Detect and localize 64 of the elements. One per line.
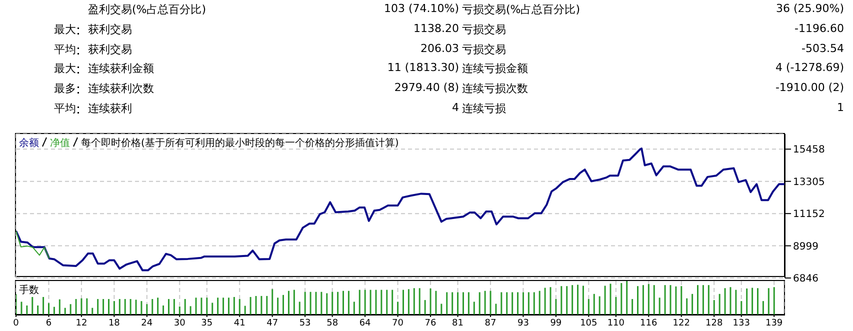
x-tick-label: 81 [452,318,464,328]
x-tick-label: 93 [517,318,529,328]
x-tick-label: 139 [766,318,783,328]
text: 获利交易 [88,22,132,37]
x-tick-label: 53 [299,318,311,328]
category-label: 最多 [54,81,76,96]
x-tick-label: 76 [424,318,436,328]
text: -503.54 [802,42,844,55]
category-label: 最大 [54,22,76,37]
x-tick-label: 18 [108,318,120,328]
y-tick-label: 13305 [793,176,825,188]
text: 103 (74.10%) [384,2,459,15]
x-tick-label: 24 [141,318,153,328]
text: -1196.60 [794,22,844,35]
chart-title: 手数 [19,284,39,297]
x-tick-label: 0 [13,318,20,328]
x-tick-label: 133 [732,318,750,328]
x-tick-label: 47 [266,318,278,328]
x-tick-label: 6 [46,318,52,328]
text: 连续亏损次数 [462,81,528,96]
text: 获利交易 [88,42,132,57]
x-tick-label: 105 [580,318,598,328]
text: 连续获利次数 [88,81,154,96]
text: 206.03 [420,42,459,55]
text: -1910.00 (2) [775,81,844,94]
text: 4 (-1278.69) [775,61,844,74]
text: 净值 [50,138,70,149]
y-tick-label: 8999 [793,241,818,252]
x-tick-label: 35 [201,318,213,328]
x-tick-label: 41 [234,318,246,328]
x-tick-label: 110 [607,318,625,328]
text: 1 [837,101,844,114]
text: 连续获利 [88,101,132,116]
text: 连续获利金额 [88,61,154,76]
chart-subtitle: 每个即时价格(基于所有可利用的最小时段的每一个价格的分形插值计算) [81,138,399,149]
x-tick-label: 30 [174,318,186,328]
x-tick-label: 70 [392,318,404,328]
text: 亏损交易(%占总百分比) [462,2,580,17]
category-label: 平均 [54,42,76,57]
line-series [16,230,50,259]
text: 4 [452,101,459,114]
category-label: 平均 [54,101,76,116]
x-tick-label: 12 [76,318,88,328]
text: 亏损交易 [462,42,506,57]
x-tick-label: 122 [672,318,690,328]
category-label: 最大 [54,61,76,76]
text: 1138.20 [414,22,459,35]
x-tick-label: 87 [484,318,496,328]
text: 余额 [19,138,39,149]
text: 连续亏损金额 [462,61,528,76]
text: 2979.40 (8) [394,81,459,94]
y-tick-label: 15458 [793,144,825,156]
text: 盈利交易(%占总百分比) [88,2,206,17]
y-tick-label: 11152 [793,209,825,220]
x-tick-label: 58 [326,318,338,328]
text: 亏损交易 [462,22,506,37]
y-tick-label: 6846 [793,274,818,285]
x-tick-label: 64 [359,318,372,328]
text: 11 (1813.30) [387,61,459,74]
text: 连续亏损 [462,101,506,116]
x-tick-label: 99 [550,318,562,328]
x-tick-label: 116 [640,318,658,328]
text: 36 (25.90%) [776,2,844,15]
x-tick-label: 128 [706,318,723,328]
